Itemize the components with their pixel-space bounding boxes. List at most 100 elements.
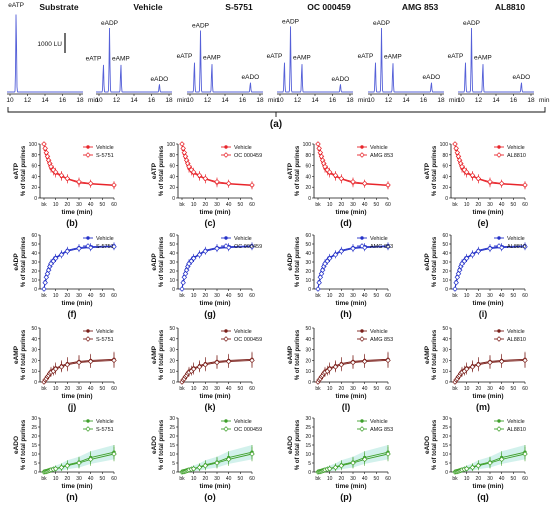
legend-marker-treated xyxy=(85,336,91,342)
data-point-treated xyxy=(332,464,339,471)
x-axis-title: time (min) xyxy=(199,300,230,307)
x-tick-label: bk xyxy=(41,386,47,392)
timecourse-panel-r0-c2: 0 20 40 60 80 100 bk 10 20 30 40 50 60 time (min) eATP… xyxy=(287,141,393,228)
y-tick-label: 0 xyxy=(34,380,37,386)
data-point-treated xyxy=(463,255,470,262)
x-tick-label: 30 xyxy=(350,386,356,392)
y-tick-label: 60 xyxy=(31,164,37,170)
hplc-chromatogram-4: AMG 853 10 12 14 16 18 min eATP eADP eAMP eADO xyxy=(358,2,460,104)
legend-marker-vehicle xyxy=(86,329,90,333)
data-point-treated xyxy=(463,169,470,175)
data-point-treated xyxy=(186,163,192,170)
x-tick-label: 40 xyxy=(362,476,368,482)
data-point-treated xyxy=(452,141,458,147)
hplc-title: OC 000459 xyxy=(307,2,351,12)
legend-marker-treated xyxy=(223,243,229,249)
legend-marker-treated xyxy=(223,336,229,342)
hplc-tick-label: 18 xyxy=(76,97,84,104)
y-tick-label: 100 xyxy=(29,142,38,148)
data-point-treated xyxy=(180,145,186,152)
x-tick-label: 50 xyxy=(100,476,106,482)
y-tick-label: 20 xyxy=(442,434,448,440)
data-point-treated xyxy=(249,243,255,250)
panel-label-a: (a) xyxy=(270,119,282,130)
y-tick-label: 30 xyxy=(31,348,37,354)
y-tick-label: 20 xyxy=(31,358,37,364)
peak-label-eatp: eATP xyxy=(8,2,24,9)
data-point-treated xyxy=(50,258,57,264)
data-point-treated xyxy=(463,366,470,372)
y-axis-subtitle: % of total purines xyxy=(295,329,301,380)
y-axis-subtitle: % of total purines xyxy=(159,236,165,287)
y-axis-title: eADP xyxy=(13,253,20,271)
y-tick-label: 30 xyxy=(169,416,175,422)
y-tick-label: 10 xyxy=(169,369,175,375)
legend-marker-treated xyxy=(359,336,365,342)
x-tick-label: 60 xyxy=(111,386,117,392)
legend-marker-treated xyxy=(223,152,229,158)
y-tick-label: 10 xyxy=(169,278,175,284)
data-point-treated xyxy=(186,261,192,267)
legend-marker-treated xyxy=(359,152,365,158)
x-tick-label: 20 xyxy=(476,476,482,482)
timecourse-panel-r3-c3: 0 5 10 15 20 25 30 bk 10 20 30 40 50 60 time (min) eADO… xyxy=(424,416,528,502)
data-point-treated xyxy=(214,245,220,252)
y-tick-label: 5 xyxy=(445,461,448,467)
y-tick-label: 5 xyxy=(34,461,37,467)
y-axis-subtitle: % of total purines xyxy=(432,236,438,287)
hplc-tick-label: 14 xyxy=(221,97,229,104)
data-point-treated xyxy=(202,361,209,368)
y-tick-label: 50 xyxy=(31,326,37,332)
hplc-trace xyxy=(187,30,263,93)
y-tick-label: 30 xyxy=(31,260,37,266)
data-point-treated xyxy=(453,145,459,152)
y-tick-label: 40 xyxy=(169,174,175,180)
data-point-treated xyxy=(190,255,197,262)
x-tick-label: 40 xyxy=(362,293,368,299)
data-point-treated xyxy=(475,175,482,182)
x-tick-label: 30 xyxy=(76,202,82,208)
y-axis-title: eATP xyxy=(13,162,20,179)
y-tick-label: 30 xyxy=(442,416,448,422)
data-point-treated xyxy=(326,169,333,175)
y-tick-label: 50 xyxy=(305,242,311,248)
x-tick-label: bk xyxy=(179,202,185,208)
y-axis-title: eADP xyxy=(151,253,158,271)
hplc-tick-label: 16 xyxy=(59,97,67,104)
y-tick-label: 30 xyxy=(305,260,311,266)
y-tick-label: 20 xyxy=(305,185,311,191)
x-tick-label: 40 xyxy=(499,476,505,482)
panel-label: (o) xyxy=(204,492,216,502)
y-axis-subtitle: % of total purines xyxy=(295,145,301,196)
peak-label-eadp: eADP xyxy=(463,20,480,27)
data-point-treated xyxy=(498,180,505,187)
x-tick-label: 20 xyxy=(339,293,345,299)
x-tick-label: 30 xyxy=(214,202,220,208)
data-point-treated xyxy=(249,182,255,188)
y-tick-label: 40 xyxy=(442,174,448,180)
y-tick-label: 0 xyxy=(172,380,175,386)
data-point-treated xyxy=(52,366,59,372)
hplc-tick-label: 16 xyxy=(239,97,247,104)
x-tick-label: bk xyxy=(452,202,458,208)
y-tick-label: 10 xyxy=(442,452,448,458)
y-tick-label: 15 xyxy=(305,443,311,449)
data-point-treated xyxy=(361,456,368,463)
y-axis-subtitle: % of total purines xyxy=(159,329,165,380)
hplc-tick-label: 10 xyxy=(276,97,284,104)
hplc-x-unit: min xyxy=(88,97,99,104)
y-axis-title: eAMP xyxy=(424,345,431,364)
data-point-treated xyxy=(324,258,331,264)
x-tick-label: 20 xyxy=(203,202,209,208)
x-tick-label: 40 xyxy=(88,202,94,208)
timecourse-panel-r2-c0: 0 10 20 30 40 50 bk 10 20 30 40 50 60 time (min) eAMP%… xyxy=(13,326,117,412)
x-tick-label: 10 xyxy=(53,293,59,299)
legend-label-vehicle: Vehicle xyxy=(507,419,525,425)
hplc-tick-label: 10 xyxy=(6,97,14,104)
y-axis-title: eADO xyxy=(151,436,158,454)
y-tick-label: 20 xyxy=(305,434,311,440)
data-point-treated xyxy=(385,451,391,457)
hplc-tick-label: 12 xyxy=(385,97,393,104)
legend-label-treated: AL8810 xyxy=(507,337,526,343)
peak-label-eadp: eADP xyxy=(373,20,390,27)
